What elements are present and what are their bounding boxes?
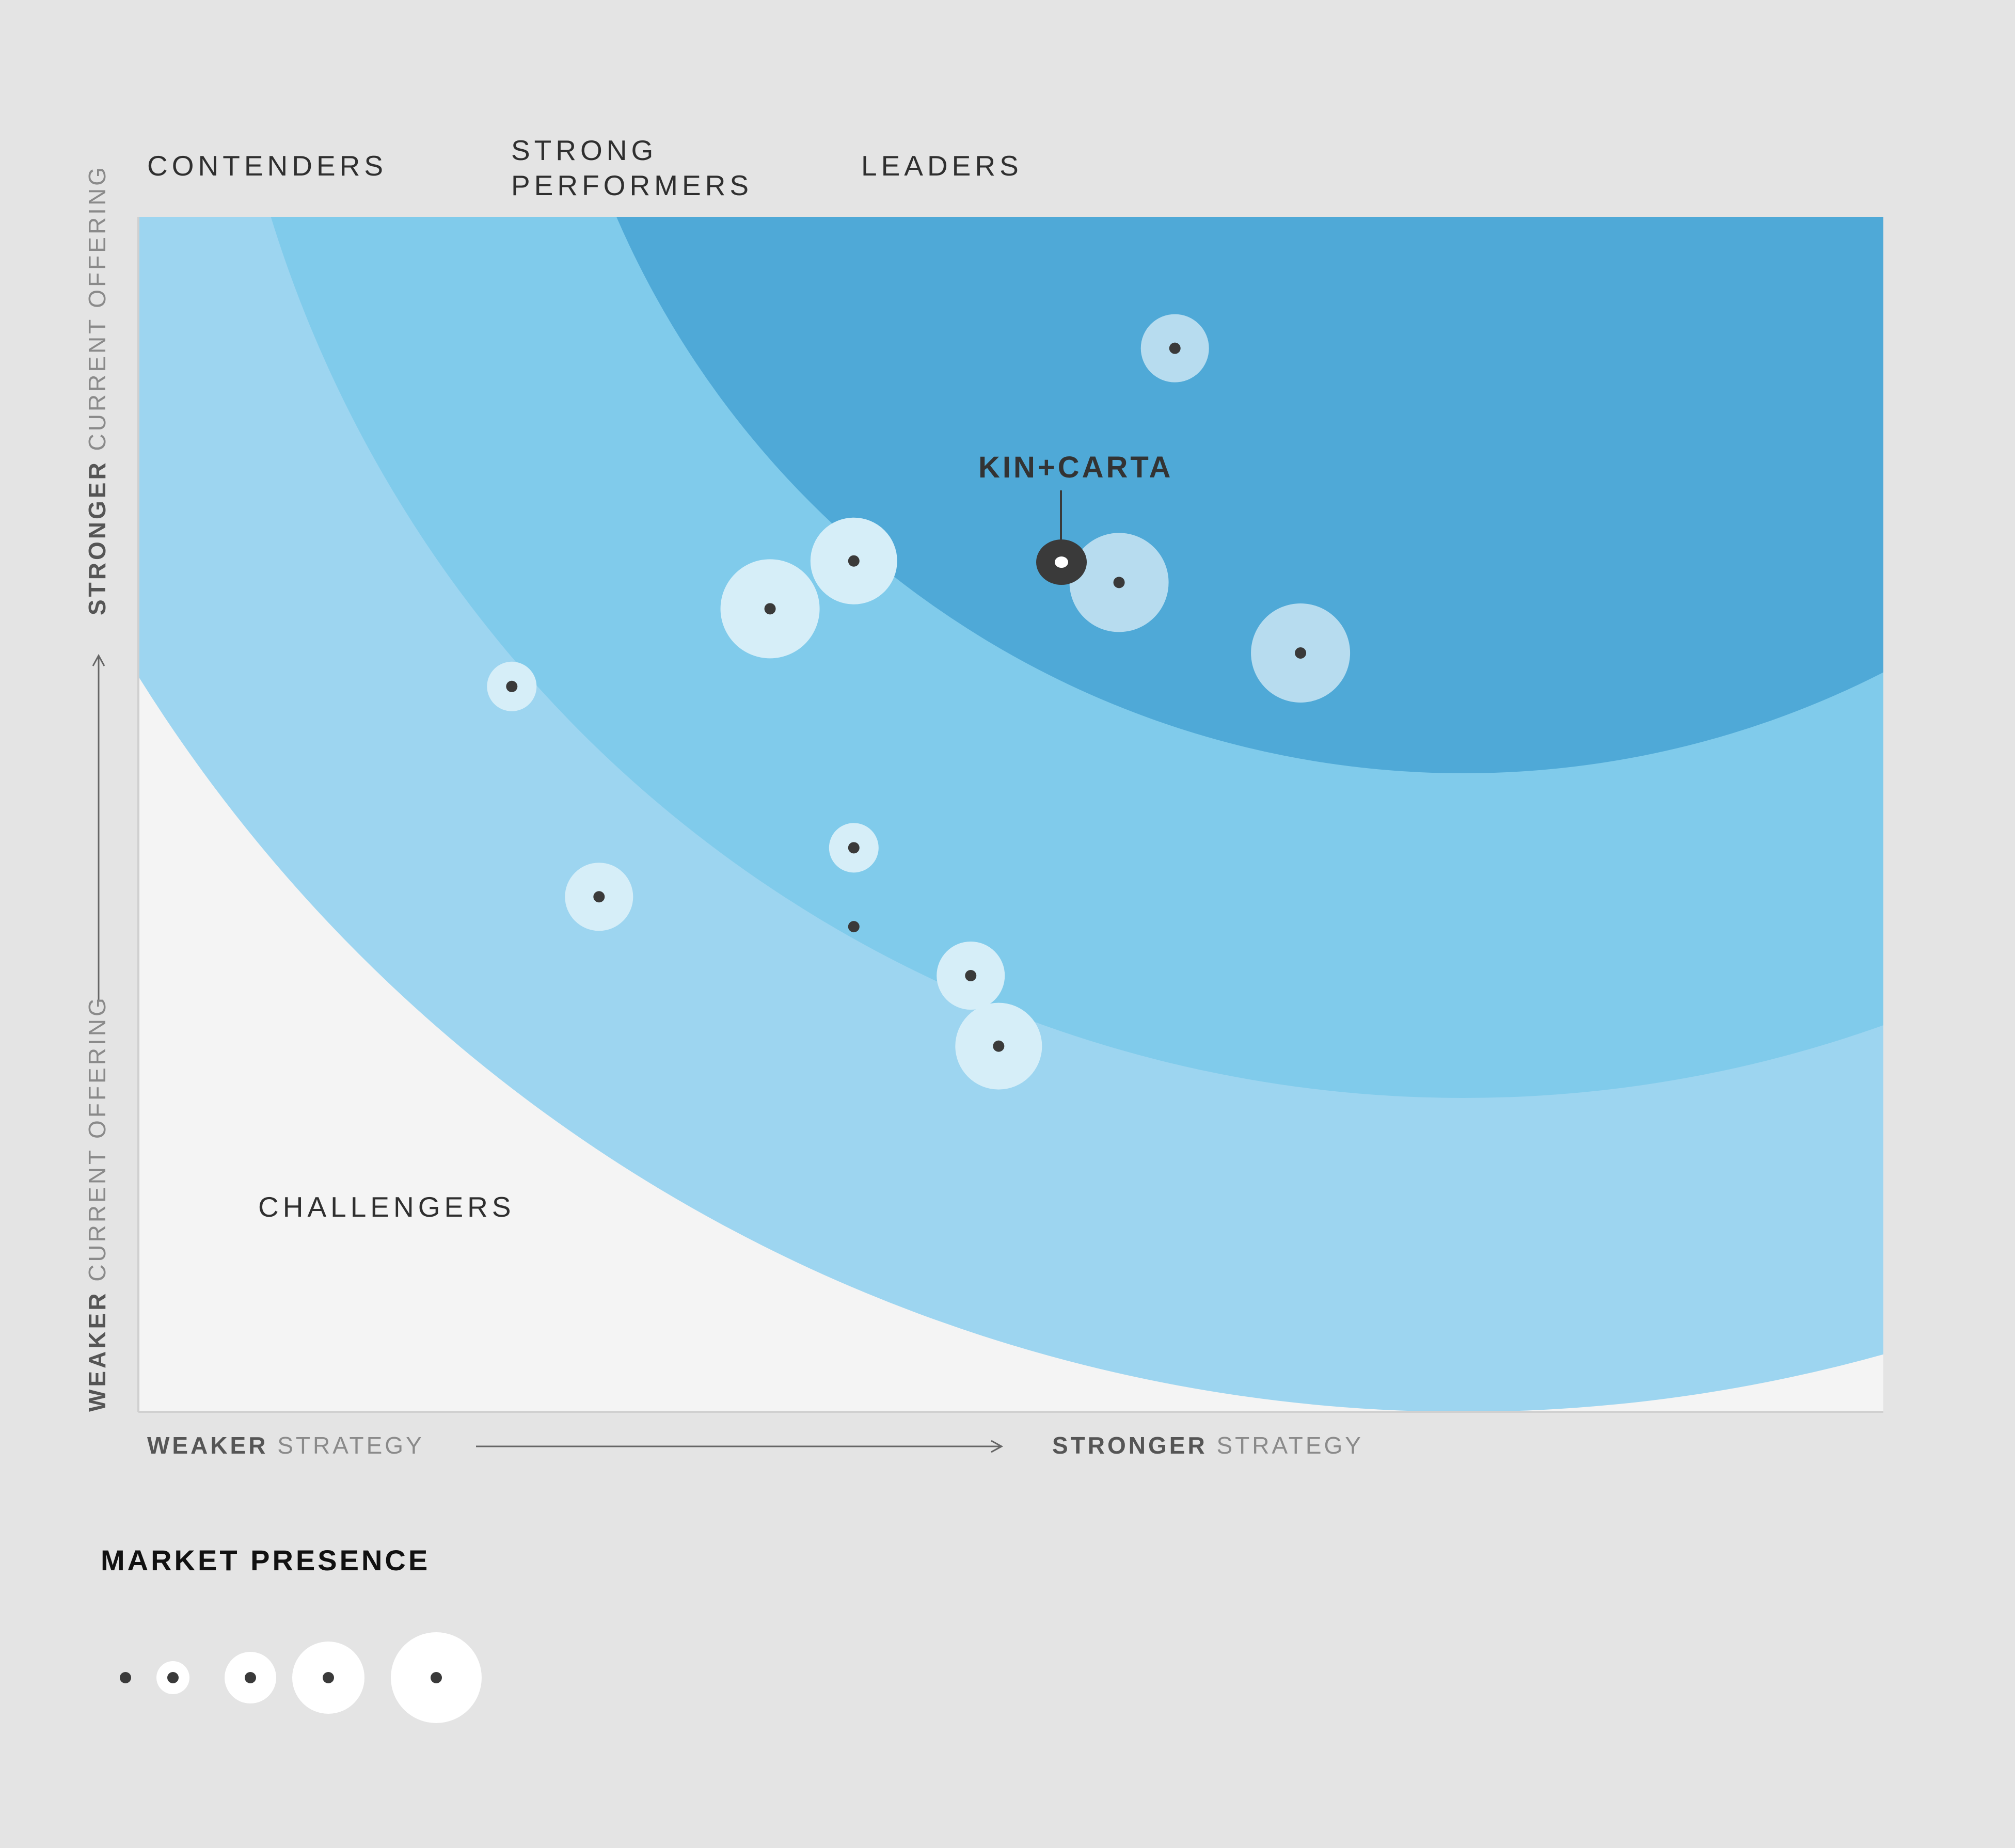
vendor-dot bbox=[993, 1040, 1005, 1052]
vendor-marker bbox=[955, 1002, 1042, 1090]
x-axis-label-stronger: STRONGER STRATEGY bbox=[1052, 1431, 1363, 1460]
vendor-marker bbox=[487, 661, 537, 711]
vendor-marker bbox=[937, 942, 1005, 1010]
vendor-dot bbox=[1169, 342, 1181, 354]
highlight-vendor-label: KIN+CARTA bbox=[978, 451, 1173, 484]
y-axis-label-weaker: WEAKER CURRENT OFFERING bbox=[83, 995, 112, 1412]
legend-size-marker bbox=[156, 1661, 189, 1694]
highlight-vendor-marker bbox=[1036, 539, 1087, 585]
vendor-dot bbox=[506, 680, 518, 692]
legend-size-marker bbox=[292, 1642, 364, 1714]
x-axis-arrow bbox=[476, 1440, 1004, 1453]
segment-label-contenders: CONTENDERS bbox=[147, 150, 388, 182]
y-axis-arrow bbox=[92, 654, 105, 1001]
legend-dot bbox=[120, 1672, 131, 1683]
vendor-dot bbox=[1295, 647, 1307, 659]
segment-label-strong-performers-line2: PERFORMERS bbox=[511, 169, 753, 201]
vendor-marker bbox=[565, 863, 633, 931]
x-axis-weaker-bold: WEAKER bbox=[147, 1432, 268, 1459]
vendor-marker bbox=[1069, 533, 1169, 632]
vendor-marker bbox=[810, 517, 897, 604]
legend-title: MARKET PRESENCE bbox=[101, 1544, 431, 1576]
ring-leaders-band bbox=[616, 217, 1883, 773]
vendor-dot bbox=[1113, 577, 1125, 588]
y-axis-weaker-light: CURRENT OFFERING bbox=[84, 995, 110, 1282]
y-axis-stronger-light: CURRENT OFFERING bbox=[84, 165, 110, 451]
x-axis-weaker-light: STRATEGY bbox=[277, 1432, 424, 1459]
y-axis-stronger-bold: STRONGER bbox=[84, 460, 110, 615]
segment-label-strong-performers-line1: STRONG bbox=[511, 134, 658, 166]
legend-dot bbox=[245, 1672, 256, 1683]
vendor-dot bbox=[848, 921, 860, 933]
vendor-dot bbox=[965, 970, 977, 982]
highlight-vendor-dot bbox=[1055, 556, 1069, 568]
x-axis-label-weaker: WEAKER STRATEGY bbox=[147, 1431, 424, 1460]
legend-size-marker bbox=[120, 1672, 131, 1683]
vendor-dot bbox=[764, 603, 776, 615]
vendor-marker bbox=[829, 823, 879, 873]
segment-label-leaders: LEADERS bbox=[861, 150, 1023, 182]
legend-dot bbox=[323, 1672, 334, 1683]
segment-label-challengers: CHALLENGERS bbox=[258, 1191, 515, 1223]
vendor-marker bbox=[1140, 314, 1209, 383]
legend-dot bbox=[431, 1672, 442, 1683]
market-presence-legend bbox=[120, 1632, 482, 1723]
vendor-dot bbox=[848, 555, 860, 567]
y-axis-label-stronger: STRONGER CURRENT OFFERING bbox=[83, 165, 112, 615]
vendor-dot bbox=[848, 842, 860, 854]
vendor-marker bbox=[720, 559, 820, 659]
legend-size-marker bbox=[225, 1652, 276, 1703]
vendor-marker bbox=[848, 921, 860, 933]
x-axis-stronger-bold: STRONGER bbox=[1052, 1432, 1208, 1459]
vendor-marker bbox=[1251, 603, 1351, 703]
y-axis-weaker-bold: WEAKER bbox=[84, 1291, 110, 1412]
legend-size-marker bbox=[391, 1632, 482, 1723]
x-axis-stronger-light: STRATEGY bbox=[1216, 1432, 1363, 1459]
vendor-dot bbox=[593, 891, 605, 903]
legend-dot bbox=[167, 1672, 179, 1683]
